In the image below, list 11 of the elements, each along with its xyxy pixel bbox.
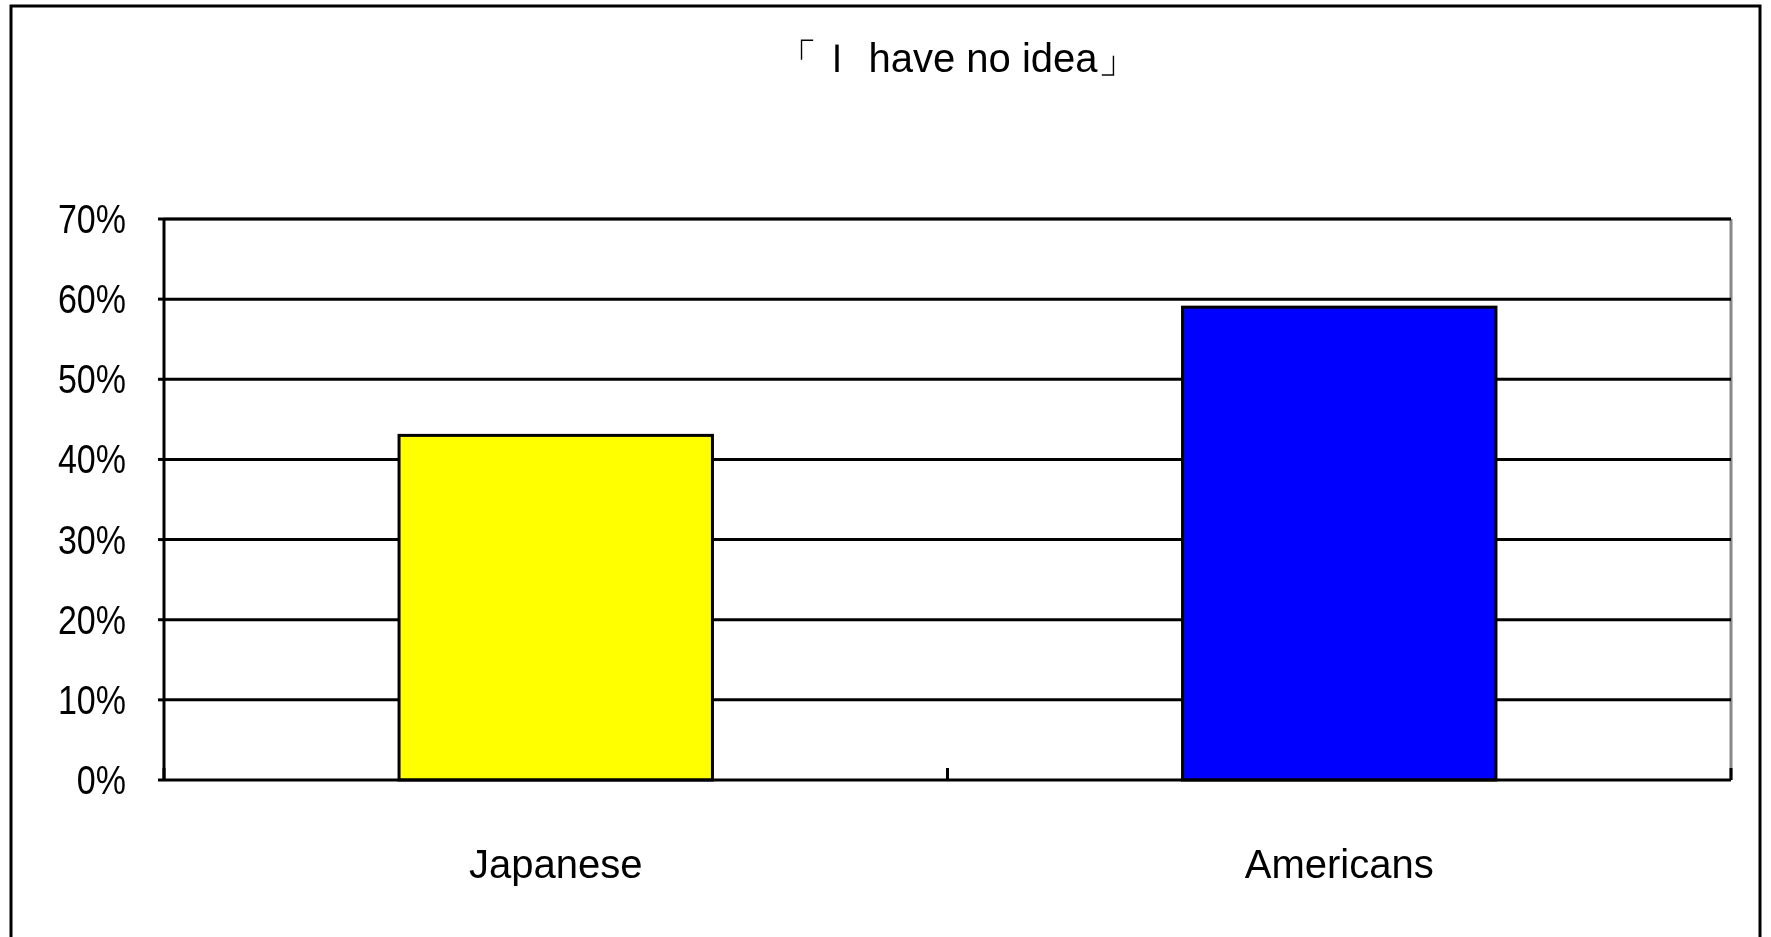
chart-title: 「Ｉ have no idea」 [777,36,1138,80]
y-tick-label: 50% [57,356,126,402]
x-tick-label: Americans [1244,842,1434,886]
y-tick-label: 0% [76,757,126,803]
y-tick-label: 60% [57,276,126,322]
y-tick-label: 30% [57,516,126,563]
y-tick-label: 40% [57,436,126,483]
y-tick-label: 10% [57,677,126,723]
y-tick-label: 70% [57,196,126,242]
x-tick-label: Japanese [469,842,643,886]
y-tick-label: 20% [57,597,126,643]
